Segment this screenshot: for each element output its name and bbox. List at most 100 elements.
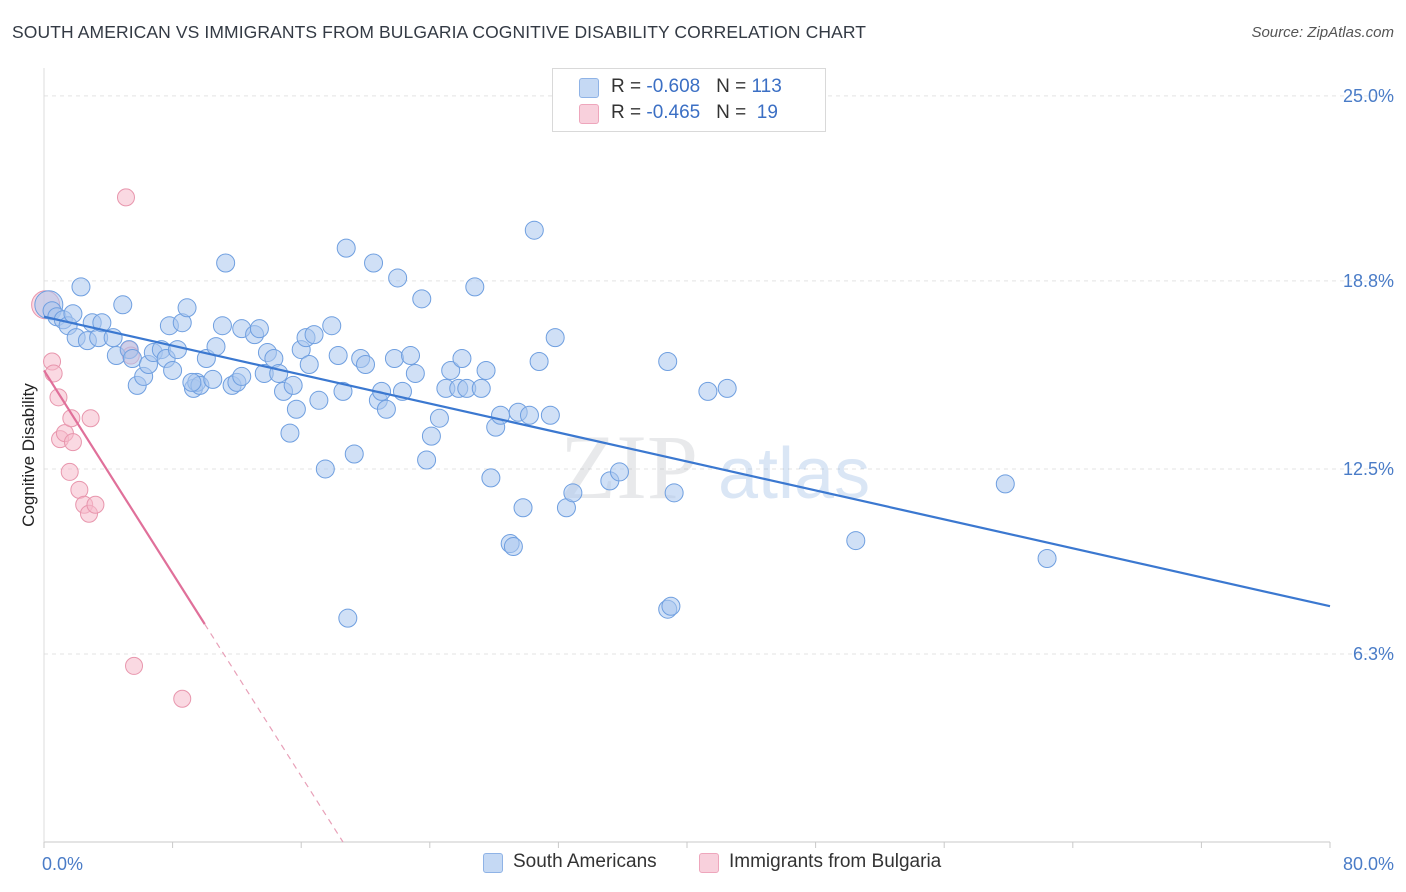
data-point-south-american <box>465 277 485 297</box>
data-point-south-american <box>333 381 353 401</box>
data-point-south-american <box>212 316 232 336</box>
series-south-americans-points <box>34 220 1057 628</box>
data-point-south-american <box>1037 548 1057 568</box>
legend-n-value: 113 <box>751 76 782 97</box>
data-point-bulgaria <box>62 409 81 428</box>
bottom-legend-label: South Americans <box>513 851 657 872</box>
data-point-south-american <box>177 298 197 318</box>
data-point-south-american <box>471 378 491 398</box>
data-point-south-american <box>122 349 142 369</box>
data-point-bulgaria <box>60 462 79 481</box>
legend-swatch-pink <box>579 104 599 124</box>
y-tick-labels: 6.3% 12.5% 18.8% 25.0% <box>1343 86 1394 664</box>
data-point-south-american <box>513 498 533 518</box>
data-point-bulgaria <box>44 364 63 383</box>
data-point-south-american <box>401 346 421 366</box>
x-tick-min: 0.0% <box>42 854 83 874</box>
chart-title: SOUTH AMERICAN VS IMMIGRANTS FROM BULGAR… <box>12 22 867 42</box>
data-point-south-american <box>163 360 183 380</box>
data-point-south-american <box>524 220 544 240</box>
data-point-south-american <box>344 444 364 464</box>
legend-n-label: N = <box>716 102 752 123</box>
data-point-south-american <box>232 366 252 386</box>
data-point-south-american <box>206 337 226 357</box>
data-point-south-american <box>113 295 133 315</box>
data-point-south-american <box>384 349 404 369</box>
x-axis <box>43 68 1331 848</box>
trend-line-bulgaria <box>43 369 206 625</box>
watermark-zip: ZIP <box>560 416 698 518</box>
data-point-south-american <box>503 537 523 557</box>
data-point-south-american <box>429 408 449 428</box>
data-point-south-american <box>283 375 303 395</box>
data-point-south-american <box>280 423 300 443</box>
bottom-legend-label: Immigrants from Bulgaria <box>729 851 942 872</box>
trend-line-bulgaria-extension <box>204 623 344 843</box>
data-point-south-american <box>698 381 718 401</box>
data-point-south-american <box>658 352 678 372</box>
bottom-legend-swatch-pink <box>699 853 719 873</box>
data-point-south-american <box>63 304 83 324</box>
data-point-south-american <box>328 346 348 366</box>
y-tick-label: 25.0% <box>1343 86 1394 106</box>
trend-line-south-americans <box>43 315 1331 608</box>
data-point-south-american <box>441 360 461 380</box>
legend-r-value: -0.465 <box>646 102 701 123</box>
legend-r-label: R = <box>611 76 647 97</box>
data-point-south-american <box>364 253 384 273</box>
data-point-south-american <box>338 608 358 628</box>
data-point-south-american <box>309 390 329 410</box>
source-label: Source: ZipAtlas.com <box>1251 24 1394 41</box>
data-point-south-american <box>388 268 408 288</box>
data-point-bulgaria <box>81 409 100 428</box>
legend-r-value: -0.608 <box>646 76 701 97</box>
series-bulgaria-points <box>31 188 192 708</box>
data-point-south-american <box>563 483 583 503</box>
y-axis-label: Cognitive Disability <box>19 383 38 527</box>
data-point-south-american <box>661 596 681 616</box>
data-point-south-american <box>545 328 565 348</box>
data-point-south-american <box>421 426 441 446</box>
data-point-south-american <box>286 399 306 419</box>
data-point-south-american <box>71 277 91 297</box>
data-point-south-american <box>412 289 432 309</box>
data-point-south-american <box>519 405 539 425</box>
legend-swatch-blue <box>579 78 599 98</box>
data-point-south-american <box>476 360 496 380</box>
data-point-bulgaria <box>116 188 135 207</box>
data-point-bulgaria <box>70 480 89 499</box>
data-point-south-american <box>299 354 319 374</box>
data-point-south-american <box>216 253 236 273</box>
data-point-south-american <box>322 316 342 336</box>
data-point-south-american <box>167 340 187 360</box>
data-point-bulgaria <box>125 656 144 675</box>
data-point-south-american <box>315 459 335 479</box>
legend-n-value: 19 <box>751 102 778 123</box>
data-point-south-american <box>203 369 223 389</box>
data-point-south-american <box>92 313 112 333</box>
data-point-bulgaria <box>86 495 105 514</box>
legend-r-label: R = <box>611 102 647 123</box>
data-point-south-american <box>304 325 324 345</box>
y-tick-label: 18.8% <box>1343 271 1394 291</box>
data-point-south-american <box>249 319 269 339</box>
x-tick-max: 80.0% <box>1343 854 1394 874</box>
data-point-south-american <box>417 450 437 470</box>
data-point-south-american <box>376 399 396 419</box>
data-point-bulgaria <box>173 689 192 708</box>
data-point-south-american <box>405 363 425 383</box>
data-point-south-american <box>540 405 560 425</box>
data-point-south-american <box>452 349 472 369</box>
data-point-south-american <box>336 238 356 258</box>
trend-lines <box>43 315 1331 843</box>
data-point-south-american <box>846 531 866 551</box>
data-point-south-american <box>995 474 1015 494</box>
y-tick-label: 6.3% <box>1353 644 1394 664</box>
data-point-south-american <box>664 483 684 503</box>
data-point-south-american <box>481 468 501 488</box>
bottom-legend-swatch-blue <box>483 853 503 873</box>
data-point-south-american <box>609 462 629 482</box>
legend-n-label: N = <box>716 76 752 97</box>
data-point-south-american <box>356 354 375 374</box>
